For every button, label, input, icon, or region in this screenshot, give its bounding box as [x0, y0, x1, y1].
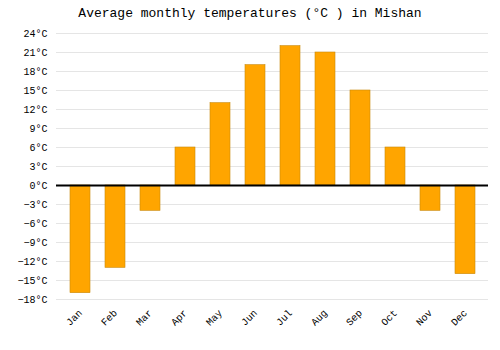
- svg-text:Oct: Oct: [379, 308, 400, 329]
- svg-text:Apr: Apr: [169, 308, 190, 329]
- svg-text:Jun: Jun: [239, 308, 260, 329]
- svg-text:Jul: Jul: [274, 308, 295, 329]
- svg-text:12°C: 12°C: [23, 105, 47, 116]
- svg-text:−15°C: −15°C: [17, 276, 47, 287]
- svg-text:9°C: 9°C: [29, 124, 47, 135]
- svg-text:−6°C: −6°C: [23, 219, 47, 230]
- svg-text:Mar: Mar: [134, 308, 155, 329]
- svg-text:6°C: 6°C: [29, 143, 47, 154]
- svg-text:3°C: 3°C: [29, 162, 47, 173]
- svg-text:Sep: Sep: [344, 308, 365, 329]
- svg-text:−12°C: −12°C: [17, 257, 47, 268]
- svg-text:Aug: Aug: [309, 308, 330, 329]
- svg-text:Dec: Dec: [449, 308, 470, 329]
- html-text:Average monthly temperatures (: Average monthly temperatures (°C ) in Mi…: [78, 6, 422, 21]
- svg-text:Feb: Feb: [99, 308, 120, 329]
- svg-text:21°C: 21°C: [23, 48, 47, 59]
- svg-text:18°C: 18°C: [23, 67, 47, 78]
- svg-text:Jan: Jan: [64, 308, 85, 329]
- svg-text:−18°C: −18°C: [17, 295, 47, 306]
- svg-text:−3°C: −3°C: [23, 200, 47, 211]
- svg-text:0°C: 0°C: [29, 181, 47, 192]
- svg-text:15°C: 15°C: [23, 86, 47, 97]
- svg-text:−9°C: −9°C: [23, 238, 47, 249]
- svg-text:24°C: 24°C: [23, 29, 47, 40]
- svg-text:Nov: Nov: [414, 308, 435, 329]
- svg-text:May: May: [204, 308, 225, 329]
